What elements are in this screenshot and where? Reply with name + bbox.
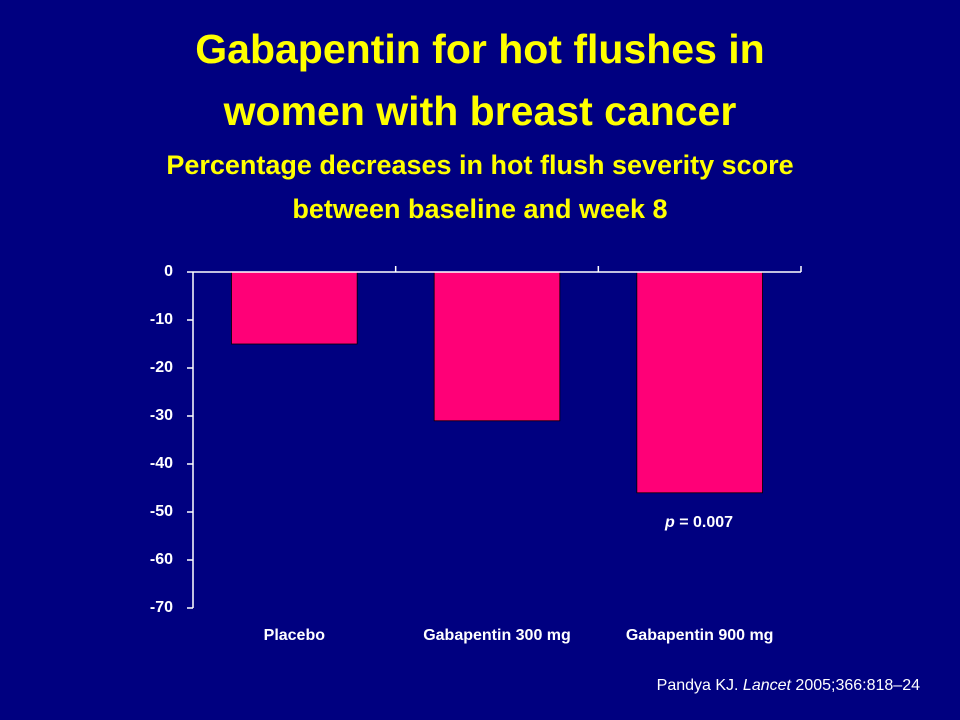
citation-part: Lancet	[743, 677, 792, 694]
y-tick-label: -20	[150, 359, 173, 376]
bar	[433, 271, 561, 422]
citation-part: Pandya KJ.	[657, 677, 739, 694]
y-tick-label: -50	[150, 503, 173, 520]
citation-part: 2005;366:818–24	[795, 677, 920, 694]
citation: Pandya KJ. Lancet 2005;366:818–24	[657, 677, 920, 694]
subtitle-line: Percentage decreases in hot flush severi…	[166, 150, 793, 180]
subtitle-line: between baseline and week 8	[292, 194, 667, 224]
title-line: women with breast cancer	[223, 88, 737, 134]
annotation-part: = 0.007	[679, 514, 733, 531]
y-tick-label: 0	[164, 263, 173, 280]
annotation: p = 0.007	[664, 514, 733, 531]
y-tick-label: -40	[150, 455, 173, 472]
y-tick-label: -70	[150, 599, 173, 616]
x-tick-label: Gabapentin 300 mg	[423, 627, 571, 644]
y-tick-label: -60	[150, 551, 173, 568]
bar	[636, 271, 763, 494]
y-tick-label: -30	[150, 407, 173, 424]
bar	[231, 271, 358, 345]
annotation-part: p	[664, 514, 675, 531]
x-tick-label: Placebo	[264, 627, 326, 644]
x-tick-label: Gabapentin 900 mg	[626, 627, 774, 644]
y-tick-label: -10	[150, 311, 173, 328]
title-line: Gabapentin for hot flushes in	[195, 26, 764, 72]
